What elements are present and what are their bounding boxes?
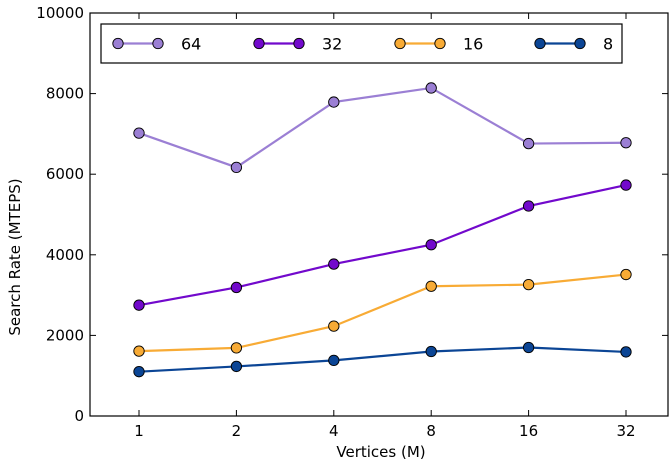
y-tick-label: 6000 (46, 165, 84, 183)
data-point-64 (425, 82, 437, 94)
data-point-16 (522, 278, 535, 291)
y-tick-label: 0 (74, 407, 84, 425)
legend-marker-32 (253, 37, 265, 50)
data-point-64 (328, 96, 340, 108)
data-point-8 (522, 341, 535, 354)
series-line-16 (138, 273, 627, 353)
legend-marker-16 (434, 37, 446, 50)
legend-box (100, 23, 623, 64)
data-point-64 (620, 137, 632, 149)
data-point-16 (425, 280, 437, 292)
x-tick-label: 32 (616, 422, 635, 440)
series-line-32 (138, 184, 627, 307)
data-point-64 (230, 161, 243, 173)
data-point-32 (328, 258, 340, 270)
data-point-64 (133, 127, 145, 139)
plot-frame (89, 12, 669, 417)
data-point-64 (522, 137, 535, 150)
data-point-8 (230, 360, 243, 373)
legend-label-32: 32 (322, 35, 342, 54)
y-tick-label: 4000 (46, 246, 84, 264)
legend-label-8: 8 (603, 35, 613, 54)
data-point-16 (328, 320, 340, 332)
x-axis-label: Vertices (M) (336, 443, 425, 461)
legend-marker-64 (152, 37, 164, 50)
data-point-8 (620, 346, 632, 358)
data-point-32 (522, 200, 535, 212)
legend-marker-8 (534, 37, 546, 50)
data-point-16 (230, 342, 243, 354)
legend-marker-16 (394, 37, 406, 50)
data-point-16 (133, 345, 145, 357)
x-tick-label: 2 (232, 422, 242, 440)
data-point-32 (620, 179, 632, 191)
plot-area (133, 82, 632, 378)
legend-marker-32 (293, 37, 305, 50)
data-point-32 (133, 299, 145, 311)
data-point-32 (230, 281, 243, 294)
y-tick-label: 8000 (46, 85, 84, 103)
legend-marker-8 (574, 37, 586, 50)
data-point-8 (133, 366, 145, 378)
legend-label-64: 64 (181, 35, 201, 54)
series-line-8 (138, 346, 627, 373)
data-point-32 (425, 239, 437, 251)
legend-marker-64 (112, 37, 124, 50)
data-point-16 (620, 268, 632, 281)
x-tick-label: 4 (329, 422, 339, 440)
y-tick-label: 10000 (36, 4, 84, 22)
x-tick-label: 8 (426, 422, 436, 440)
legend: 64 32 16 8 (100, 23, 623, 64)
x-tick-label: 16 (519, 422, 538, 440)
y-tick-label: 2000 (46, 326, 84, 344)
data-point-8 (425, 345, 437, 358)
series-line-64 (138, 86, 627, 169)
legend-label-16: 16 (463, 35, 483, 54)
data-point-8 (328, 354, 340, 367)
axes: 0 2000 4000 6000 8000 10000 1 2 4 8 16 32 (36, 4, 669, 440)
x-tick-label: 1 (134, 422, 144, 440)
y-axis-label: Search Rate (MTEPS) (6, 178, 24, 335)
